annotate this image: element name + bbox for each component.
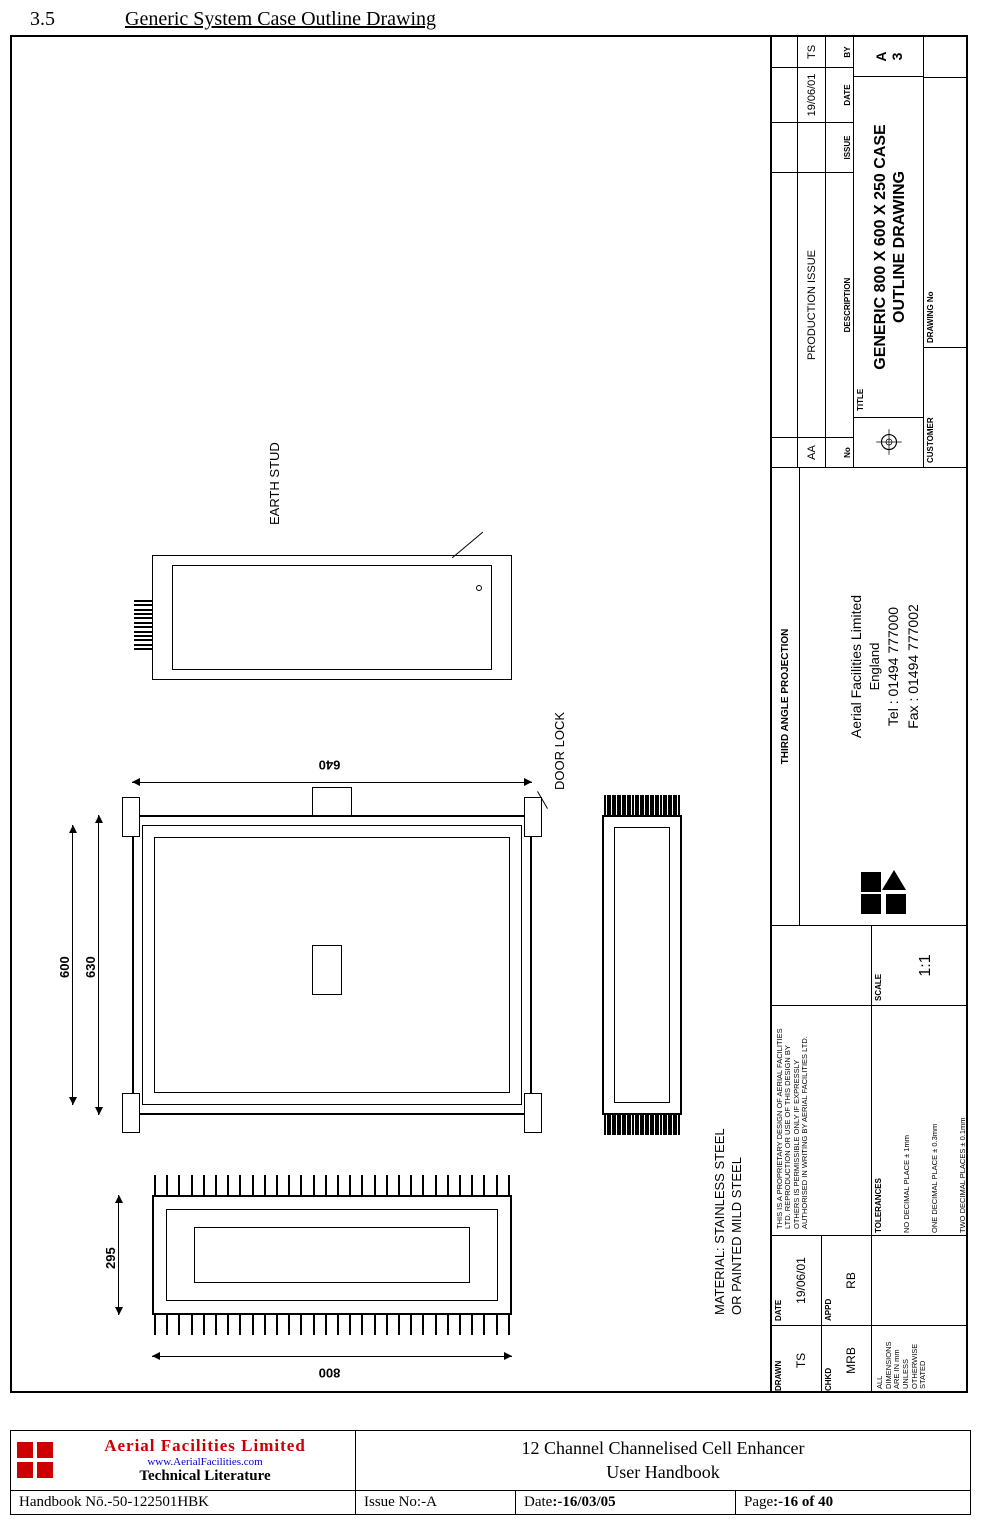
rev-desc: PRODUCTION ISSUE [798, 172, 825, 437]
rev-iss-lbl: ISSUE [826, 122, 853, 172]
heatsink-fins [604, 795, 680, 817]
units-note: ALL DIMENSIONS ARE IN mm UNLESS OTHERWIS… [874, 1330, 930, 1391]
drawing-title-1: GENERIC 800 X 600 X 250 CASE [871, 83, 890, 411]
rev-iss [798, 122, 825, 172]
doc-title-1: 12 Channel Channelised Cell Enhancer [362, 1437, 964, 1460]
rev-by: TS [798, 37, 825, 67]
company-tel: Tel : 01494 777000 [884, 478, 904, 855]
vent-fins [134, 600, 152, 650]
revision-row: AA PRODUCTION ISSUE 19/06/01 TS [798, 37, 826, 467]
door-latch [312, 787, 352, 817]
issue-no: Issue No:-A [356, 1491, 516, 1514]
material-line2: OR PAINTED MILD STEEL [729, 1128, 746, 1315]
drawing-area: 295 800 630 600 640 DOOR LOCK [12, 37, 968, 1393]
customer-row: CUSTOMER DRAWING No [924, 37, 968, 467]
issue-date: Date:-16/03/05 [516, 1491, 736, 1514]
appd-label: APPD [824, 1240, 833, 1321]
title-block: DRAWNTS CHKDMRB ALL DIMENSIONS ARE IN mm… [770, 37, 968, 1393]
company-country: England [866, 478, 884, 855]
drawing-frame: 295 800 630 600 640 DOOR LOCK [10, 35, 968, 1393]
tol3: TWO DECIMAL PLACES ± 0.1mm [959, 1008, 968, 1233]
dim-640: 640 [317, 758, 343, 773]
heatsink-fins [604, 1113, 680, 1135]
rev-no-lbl: No [826, 437, 853, 467]
rev-date-lbl: DATE [826, 67, 853, 122]
heatsink-fins [154, 1313, 510, 1335]
revision-header: No DESCRIPTION ISSUE DATE BY [826, 37, 854, 467]
material-line1: MATERIAL: STAINLESS STEEL [712, 1128, 729, 1315]
dim-600: 600 [57, 954, 72, 980]
drawing-title-2: OUTLINE DRAWING [890, 83, 909, 411]
brand-block: Aerial Facilities Limited www.AerialFaci… [11, 1431, 356, 1490]
revision-spacer [772, 37, 798, 467]
rev-by-lbl: BY [826, 37, 853, 67]
dim-800: 800 [317, 1366, 343, 1381]
doc-title-block: 12 Channel Channelised Cell Enhancer Use… [356, 1431, 970, 1490]
rev-no: AA [798, 437, 825, 467]
dimension: 295 [118, 1195, 119, 1315]
title-row: TITLE GENERIC 800 X 600 X 250 CASE OUTLI… [854, 37, 924, 467]
dim-630: 630 [83, 954, 98, 980]
page-footer: Aerial Facilities Limited www.AerialFaci… [0, 1426, 981, 1519]
door-lock-label: DOOR LOCK [552, 712, 567, 790]
appd-value: RB [833, 1240, 869, 1321]
dim-depth: 295 [103, 1245, 118, 1271]
company-fax: Fax : 01494 777002 [904, 478, 924, 855]
heatsink-fins [154, 1175, 510, 1197]
doc-title-2: User Handbook [362, 1461, 964, 1484]
view-front [132, 815, 532, 1115]
date-value: 19/06/01 [783, 1240, 819, 1321]
drawing-no-label: DRAWING No [924, 77, 968, 347]
title-label: TITLE [856, 83, 865, 411]
tolerances-label: TOLERANCES [874, 1008, 883, 1233]
issue-letter: A [873, 51, 889, 61]
projection-label: THIRD ANGLE PROJECTION [772, 468, 800, 925]
section-header: 3.5 Generic System Case Outline Drawing [0, 0, 981, 35]
earth-stud-symbol [476, 585, 482, 591]
drawn-value: TS [783, 1330, 819, 1391]
earth-stud-label: EARTH STUD [267, 442, 282, 525]
brand-logo-icon [17, 1442, 55, 1480]
view-bottom [602, 815, 682, 1115]
page-no: Page:-16 of 40 [736, 1491, 970, 1514]
chkd-value: MRB [833, 1330, 869, 1391]
section-number: 3.5 [30, 8, 120, 31]
scale-label: SCALE [874, 930, 883, 1001]
scale-value: 1:1 [883, 930, 968, 1001]
rev-desc-lbl: DESCRIPTION [826, 172, 853, 437]
tol2: ONE DECIMAL PLACE ± 0.3mm [931, 1008, 940, 1233]
callout-door-lock: DOOR LOCK [552, 712, 567, 790]
date-label: DATE [774, 1240, 783, 1321]
drawn-label: DRAWN [774, 1330, 783, 1391]
brand-line3: Technical Literature [61, 1468, 349, 1485]
tol1: NO DECIMAL PLACE ± 1mm [903, 1008, 912, 1233]
nameplate [312, 945, 342, 995]
proprietary-note: THIS IS A PROPRIETARY DESIGN OF AERIAL F… [774, 1010, 811, 1231]
company-logo-icon [860, 865, 910, 915]
section-title: Generic System Case Outline Drawing [125, 8, 436, 30]
brand-line1: Aerial Facilities Limited [61, 1436, 349, 1456]
dimension: 640 [132, 782, 532, 783]
callout-earth: EARTH STUD [267, 442, 282, 525]
handbook-no: Handbook Nō.-50-122501HBK [11, 1491, 356, 1514]
company-name: Aerial Facilities Limited [847, 478, 867, 855]
brand-line2: www.AerialFacilities.com [61, 1456, 349, 1468]
dimension: 630 [98, 815, 99, 1115]
customer-label: CUSTOMER [924, 347, 968, 467]
projection-symbol-icon [854, 417, 923, 467]
rev-date: 19/06/01 [798, 67, 825, 122]
material-note: MATERIAL: STAINLESS STEEL OR PAINTED MIL… [712, 1128, 746, 1315]
issue-num: 3 [889, 53, 905, 61]
chkd-label: CHKD [824, 1330, 833, 1391]
dimension: 600 [72, 825, 73, 1105]
view-side [152, 555, 512, 695]
dimension: 800 [152, 1356, 512, 1357]
view-topleft [152, 1195, 512, 1315]
